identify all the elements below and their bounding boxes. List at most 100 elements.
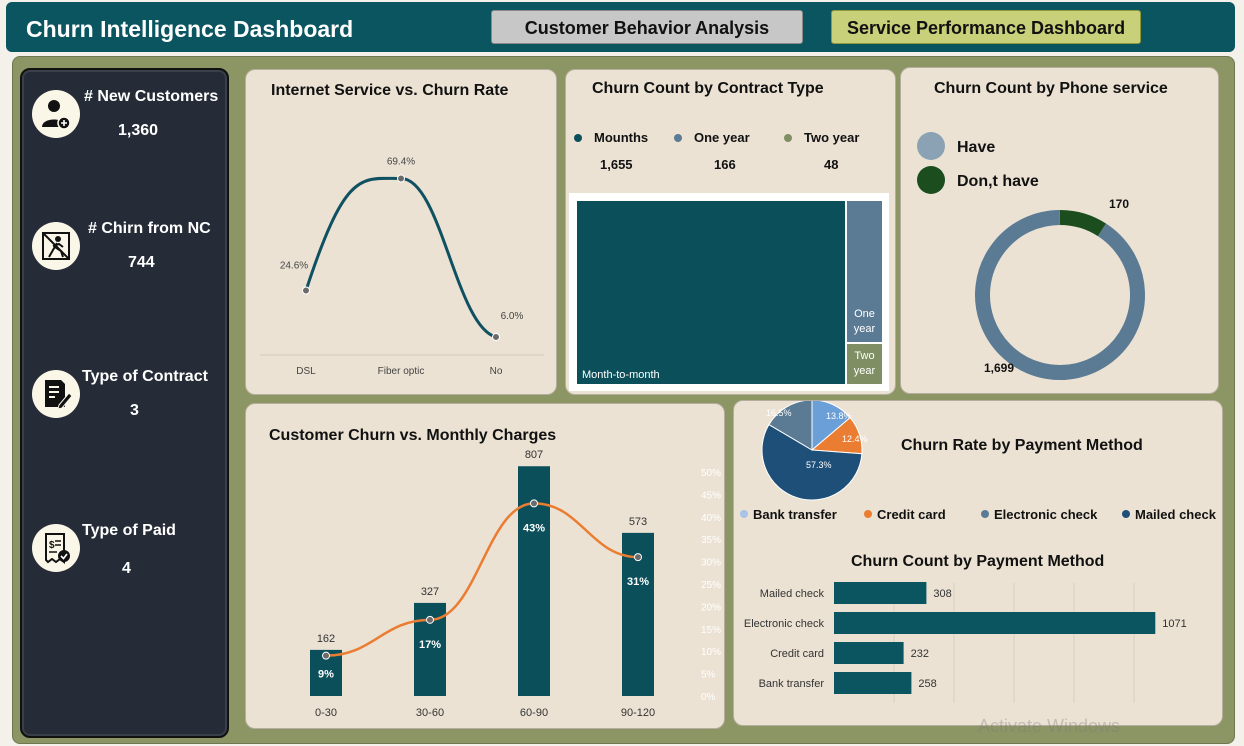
bar-value-label: 327 bbox=[421, 586, 439, 598]
legend-label: Mailed check bbox=[1135, 507, 1217, 522]
pie-slice bbox=[768, 401, 813, 451]
kpi-sidebar: # New Customers 1,360 # Chirn from NC 74… bbox=[20, 68, 229, 738]
internet-churn-card: Internet Service vs. Churn Rate 24.6% DSL… bbox=[245, 69, 557, 395]
legend-label: Mounths bbox=[594, 130, 648, 145]
kpi-value: 744 bbox=[128, 254, 155, 271]
kpi-value: 4 bbox=[122, 560, 131, 577]
card-title: Internet Service vs. Churn Rate bbox=[271, 82, 509, 99]
phone-churn-card: Churn Count by Phone service Have Don,t h… bbox=[900, 67, 1219, 394]
y2-tick-label: 30% bbox=[701, 558, 721, 569]
treemap-tile bbox=[847, 344, 882, 384]
bar-value-label: 1071 bbox=[1162, 618, 1186, 630]
y2-tick-label: 15% bbox=[701, 625, 721, 636]
bar-value-label: 232 bbox=[911, 648, 929, 660]
legend-value: 48 bbox=[824, 157, 838, 172]
data-label: 6.0% bbox=[501, 311, 524, 322]
x-tick-label: 60-90 bbox=[520, 707, 548, 719]
kpi-value: 1,360 bbox=[118, 122, 159, 139]
kpi-value: 3 bbox=[130, 402, 139, 419]
bill-payment-icon: $ bbox=[32, 524, 80, 572]
bar-value-label: 162 bbox=[317, 633, 335, 645]
data-point bbox=[397, 174, 405, 183]
y-tick-label: Bank transfer bbox=[759, 678, 825, 690]
kpi-churn-from-nc: # Chirn from NC 744 bbox=[22, 220, 227, 300]
tab-customer-behavior[interactable]: Customer Behavior Analysis bbox=[491, 10, 803, 44]
legend-marker bbox=[864, 510, 872, 518]
legend-marker bbox=[917, 132, 945, 160]
x-tick-label: Fiber optic bbox=[378, 366, 425, 377]
line-value-label: 17% bbox=[419, 639, 441, 651]
donut-slice bbox=[1059, 210, 1106, 237]
legend-marker bbox=[784, 134, 792, 142]
legend-marker bbox=[1122, 510, 1130, 518]
legend-value: 166 bbox=[714, 157, 736, 172]
churn-rate-line bbox=[304, 176, 497, 339]
y-tick-label: Credit card bbox=[770, 648, 824, 660]
line-value-label: 31% bbox=[627, 576, 649, 588]
dashboard-header: Churn Intelligence Dashboard Customer Be… bbox=[6, 2, 1235, 52]
data-label: 170 bbox=[1109, 197, 1129, 211]
y2-tick-label: 5% bbox=[701, 670, 716, 681]
legend-label: Credit card bbox=[877, 507, 946, 522]
data-point bbox=[426, 615, 434, 624]
y2-tick-label: 40% bbox=[701, 513, 721, 524]
bar-value-label: 807 bbox=[525, 449, 543, 461]
kpi-label: # Chirn from NC bbox=[88, 220, 211, 237]
legend-label: Don,t have bbox=[957, 173, 1039, 190]
payment-method-charts: 13.8% 12.4% 57.3% 16.5% Bank transfer Credit … bbox=[740, 401, 1217, 703]
monthly-charges-card: Customer Churn vs. Monthly Charges 0% 5% 1… bbox=[245, 403, 725, 729]
tile-label: One year bbox=[854, 308, 876, 335]
x-tick-label: 90-120 bbox=[621, 707, 655, 719]
y2-tick-label: 50% bbox=[701, 468, 721, 479]
legend-label: Electronic check bbox=[994, 507, 1098, 522]
data-label: 16.5% bbox=[766, 408, 792, 418]
kpi-contract-types: Type of Contract 3 bbox=[22, 368, 227, 448]
x-tick-label: 30-60 bbox=[416, 707, 444, 719]
legend-marker bbox=[740, 510, 748, 518]
data-label: 1,699 bbox=[984, 361, 1014, 375]
activation-watermark: Activate Windows bbox=[978, 716, 1121, 736]
bar bbox=[834, 672, 912, 694]
y-tick-label: Electronic check bbox=[744, 618, 825, 630]
card-title: Churn Rate by Payment Method bbox=[901, 437, 1143, 454]
data-point bbox=[634, 553, 642, 562]
legend-label: One year bbox=[694, 130, 750, 145]
legend-value: 1,655 bbox=[600, 157, 633, 172]
data-label: 69.4% bbox=[387, 157, 415, 168]
legend-label: Have bbox=[957, 139, 995, 156]
data-point bbox=[302, 286, 310, 295]
donut-slice bbox=[975, 210, 1145, 380]
legend-label: Two year bbox=[804, 130, 859, 145]
y-tick-label: Mailed check bbox=[760, 588, 825, 600]
contract-treemap-chart: Mounths 1,655 One year 166 Two year 48 Month-t… bbox=[569, 130, 889, 391]
y2-tick-label: 35% bbox=[701, 535, 721, 546]
bar bbox=[834, 642, 904, 664]
card-title: Churn Count by Payment Method bbox=[851, 553, 1105, 570]
svg-text:$: $ bbox=[49, 540, 55, 551]
line-value-label: 43% bbox=[523, 522, 545, 534]
data-label: 57.3% bbox=[806, 460, 832, 470]
treemap-tile bbox=[847, 201, 882, 342]
y2-tick-label: 25% bbox=[701, 580, 721, 591]
contract-churn-card: Churn Count by Contract Type Mounths 1,65… bbox=[565, 69, 896, 395]
kpi-payment-types: $ Type of Paid 4 bbox=[22, 522, 227, 602]
x-tick-label: 0-30 bbox=[315, 707, 337, 719]
legend-marker bbox=[674, 134, 682, 142]
monthly-charges-combo-chart: 0% 5% 10% 15% 20% 25% 30% 35% 40% 45% 50% 162 0-30 32… bbox=[310, 449, 721, 719]
kpi-label: Type of Contract bbox=[82, 368, 208, 385]
data-label: 24.6% bbox=[280, 261, 308, 272]
line-value-label: 9% bbox=[318, 669, 334, 681]
payment-method-card: Churn Rate by Payment Method Churn Count… bbox=[733, 400, 1223, 726]
kpi-label: Type of Paid bbox=[82, 522, 176, 539]
tile-label: Two year bbox=[854, 350, 876, 377]
phone-donut-chart: Have Don,t have 1,699 170 bbox=[917, 132, 1145, 380]
bar bbox=[834, 582, 927, 604]
page-title: Churn Intelligence Dashboard bbox=[26, 16, 354, 42]
bar-value-label: 308 bbox=[933, 588, 951, 600]
data-point bbox=[492, 333, 500, 341]
y2-tick-label: 20% bbox=[701, 602, 721, 613]
legend-marker bbox=[917, 166, 945, 194]
bar-value-label: 258 bbox=[918, 678, 936, 690]
tab-service-performance[interactable]: Service Performance Dashboard bbox=[831, 10, 1141, 44]
y2-tick-label: 45% bbox=[701, 490, 721, 501]
